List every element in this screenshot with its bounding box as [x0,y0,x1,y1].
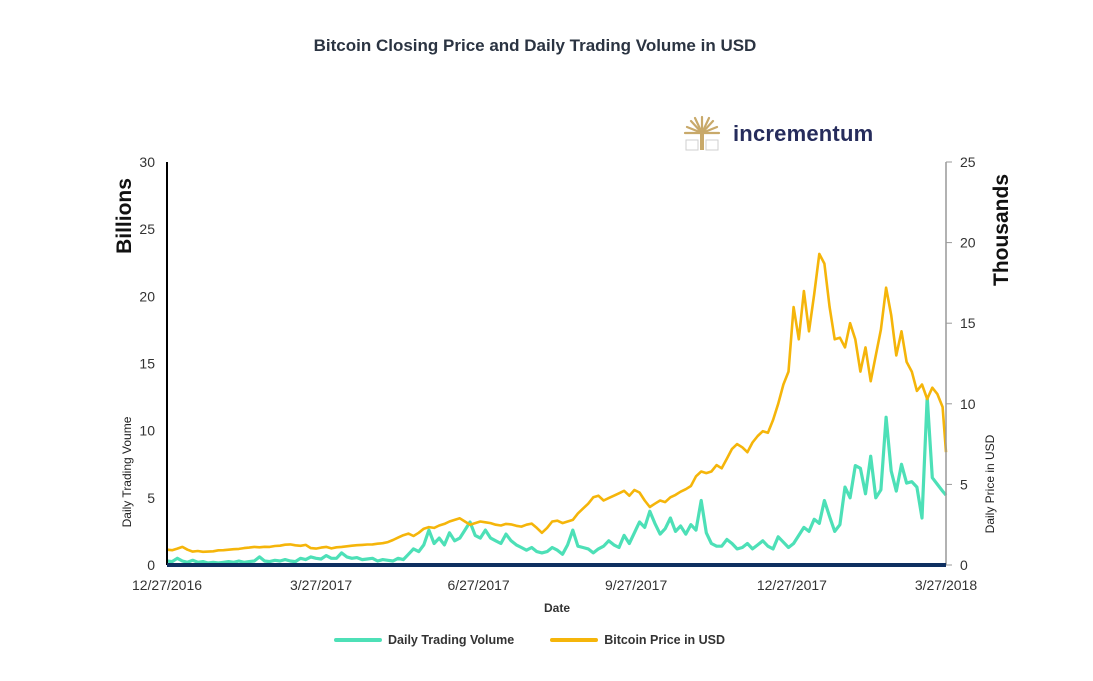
x-tick-label: 12/27/2016 [132,577,202,593]
legend-item-volume[interactable]: Daily Trading Volume [334,633,514,647]
series-line-volume [166,395,948,565]
x-axis-ticks: 12/27/2016 3/27/2017 6/27/2017 9/27/2017 12/… [132,577,977,593]
legend: Daily Trading Volume Bitcoin Price in US… [334,633,761,647]
x-tick-label: 3/27/2017 [290,577,352,593]
x-tick-label: 6/27/2017 [447,577,509,593]
y-right-tick-label: 15 [960,315,976,331]
legend-label-volume: Daily Trading Volume [388,633,515,647]
legend-swatch-volume [334,638,382,642]
x-tick-label: 12/27/2017 [757,577,827,593]
y-left-tick-label: 10 [139,423,155,439]
legend-swatch-price [550,638,599,642]
legend-label-price: Bitcoin Price in USD [604,633,726,647]
y-left-axis-ticks: 0 5 10 15 20 25 30 [139,154,155,573]
logo-text: incrementum [733,121,874,146]
y-right-tick-label: 10 [960,396,976,412]
y-right-tick-label: 5 [960,476,968,492]
y-left-tick-label: 30 [139,154,155,170]
y-left-axis-title-billions: Billions [113,178,136,254]
y-right-tick-label: 20 [960,235,976,251]
x-axis-title: Date [544,601,570,615]
x-tick-label: 9/27/2017 [605,577,667,593]
tree-icon [683,115,721,151]
y-left-tick-label: 15 [139,356,155,372]
y-right-axis-title-thousands: Thousands [990,174,1013,286]
y-right-tick-label: 25 [960,154,976,170]
y-left-tick-label: 5 [147,490,155,506]
y-right-tick-label: 0 [960,557,968,573]
x-tick-label: 3/27/2018 [915,577,977,593]
legend-item-price[interactable]: Bitcoin Price in USD [550,633,725,647]
series-line-price [166,252,948,554]
y-right-axis-title: Daily Price in USD [983,434,997,533]
y-left-axis-title: Daily Trading Voume [120,416,134,527]
y-left-tick-label: 0 [147,557,155,573]
y-left-tick-label: 20 [139,288,155,304]
y-left-tick-label: 25 [139,221,155,237]
chart-title: Bitcoin Closing Price and Daily Trading … [313,36,757,55]
series-layer [166,252,948,565]
logo: incrementum [683,114,873,154]
y-right-axis-ticks: 0 5 10 15 20 25 [946,154,976,573]
